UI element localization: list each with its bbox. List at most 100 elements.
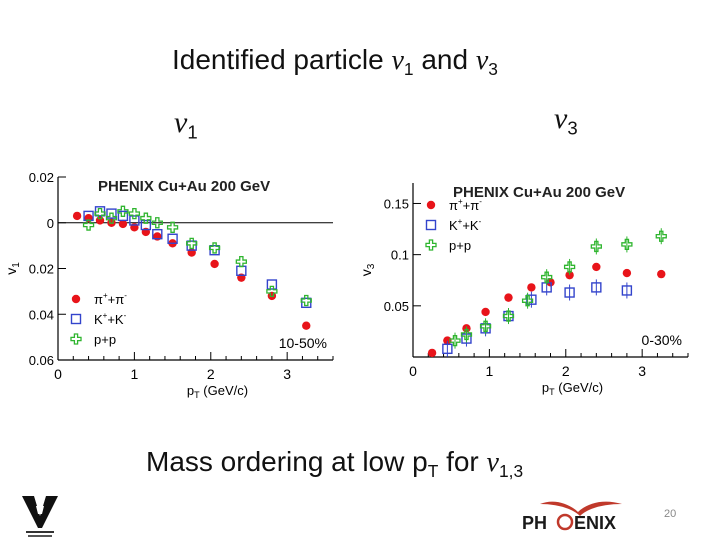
data-point-pi xyxy=(153,232,162,241)
slide-title: Identified particle v1 and v3 xyxy=(172,44,498,80)
data-point-K xyxy=(186,240,197,251)
x-tick-label: 0 xyxy=(54,366,62,382)
data-point-p xyxy=(266,285,278,298)
data-point-pi xyxy=(565,270,574,280)
legend-marker xyxy=(71,294,81,304)
y-tick-label: 0.02 xyxy=(29,170,54,185)
data-point-p xyxy=(460,328,473,341)
y-tick-label: 0.15 xyxy=(384,196,409,211)
data-point-K xyxy=(442,343,453,355)
v3-chart: 0 1 2 3 0.05 0.1 0.15 pT (GeV/c) v3 PHENIX Cu+Au … xyxy=(358,183,689,397)
legend-label: π++π- xyxy=(94,291,127,307)
y-tick-label: 0.06 xyxy=(29,353,54,368)
v3-panel-label: v3 xyxy=(554,102,578,139)
data-point-K xyxy=(564,287,575,298)
x-tick-label: 3 xyxy=(283,366,291,382)
legend-label: K++K- xyxy=(94,311,127,327)
data-point-K xyxy=(152,228,163,240)
data-point-p xyxy=(166,221,179,233)
centrality-label: 0-30% xyxy=(642,332,682,348)
x-axis-label: pT (GeV/c) xyxy=(542,380,603,397)
series-K xyxy=(83,206,312,309)
page-number: 20 xyxy=(664,508,677,520)
data-point-pi xyxy=(481,307,490,317)
data-point-p xyxy=(502,310,515,322)
phenix-logo: PH ENIX xyxy=(522,501,622,532)
chart-title: PHENIX Cu+Au 200 GeV xyxy=(453,184,625,201)
y-tick-label: 0.04 xyxy=(29,307,54,322)
x-tick-label: 2 xyxy=(207,366,215,382)
y-tick-label: 0 xyxy=(47,216,54,231)
legend-marker xyxy=(425,239,437,251)
university-logo xyxy=(22,496,58,537)
phenix-logo-left: PH xyxy=(522,513,547,532)
x-tick-label: 3 xyxy=(638,363,646,379)
data-point-K xyxy=(209,244,220,256)
data-point-pi xyxy=(210,259,219,269)
data-point-K xyxy=(117,210,129,222)
y-axis-label: v3 xyxy=(358,263,377,276)
data-point-pi xyxy=(592,262,601,272)
data-point-pi xyxy=(118,219,128,229)
y-tick-label: 0.05 xyxy=(384,299,409,314)
centrality-label: 10-50% xyxy=(279,335,327,351)
series-p xyxy=(82,205,312,307)
data-point-K xyxy=(266,279,278,290)
legend-marker xyxy=(70,313,82,325)
data-point-p xyxy=(128,207,141,220)
y-tick-label: 0.02 xyxy=(29,262,54,277)
data-point-p xyxy=(94,207,106,220)
data-point-K xyxy=(526,294,537,305)
data-point-pi xyxy=(527,283,536,292)
series-p xyxy=(449,228,667,349)
x-tick-label: 1 xyxy=(130,366,138,382)
x-tick-label: 2 xyxy=(562,363,570,379)
legend-label: K++K- xyxy=(449,217,482,233)
y-tick-label: 0.1 xyxy=(391,248,409,263)
data-point-p xyxy=(449,334,461,347)
x-tick-label: 1 xyxy=(485,363,493,379)
legend-label: p+p xyxy=(94,332,116,347)
phenix-logo-right: ENIX xyxy=(574,513,616,532)
data-point-p xyxy=(140,212,152,224)
legend-label: p+p xyxy=(449,238,471,253)
x-tick-label: 0 xyxy=(409,363,417,379)
data-point-pi xyxy=(657,269,666,279)
data-point-pi xyxy=(504,293,513,302)
data-point-p xyxy=(300,294,312,307)
data-point-K xyxy=(591,282,602,293)
data-point-p xyxy=(521,295,534,307)
data-point-p xyxy=(186,237,198,249)
data-point-K xyxy=(167,233,178,244)
legend-marker xyxy=(425,219,437,231)
data-point-K xyxy=(94,206,106,217)
data-point-K xyxy=(621,285,633,296)
phenix-logo-o-icon xyxy=(556,513,574,531)
data-point-K xyxy=(106,208,117,219)
data-point-p xyxy=(479,320,492,332)
data-point-pi xyxy=(622,268,632,278)
data-point-p xyxy=(563,261,576,273)
chart-title: PHENIX Cu+Au 200 GeV xyxy=(98,178,270,195)
data-point-p xyxy=(117,205,129,217)
data-point-p xyxy=(590,240,602,253)
y-axis-label: v1 xyxy=(3,262,22,275)
data-point-pi xyxy=(302,321,311,330)
data-point-pi xyxy=(427,348,437,358)
data-point-K xyxy=(129,215,140,226)
plot-area xyxy=(413,183,688,357)
data-point-pi xyxy=(72,211,82,221)
legend-marker xyxy=(70,333,82,345)
data-point-p xyxy=(208,242,221,254)
data-point-K xyxy=(140,219,152,231)
data-point-pi xyxy=(95,216,105,225)
data-point-p xyxy=(621,238,633,251)
x-axis-label: pT (GeV/c) xyxy=(187,383,248,400)
data-point-p xyxy=(151,217,163,229)
legend-marker xyxy=(426,200,436,210)
v1-panel-label: v1 xyxy=(174,106,198,143)
data-point-K xyxy=(301,297,312,309)
data-point-p xyxy=(541,271,553,283)
data-point-p xyxy=(235,255,247,268)
v1-chart: 0 1 2 3 0.02 0 0.02 0.04 0.06 pT (GeV/c) v1 PHENIX … xyxy=(3,170,334,400)
